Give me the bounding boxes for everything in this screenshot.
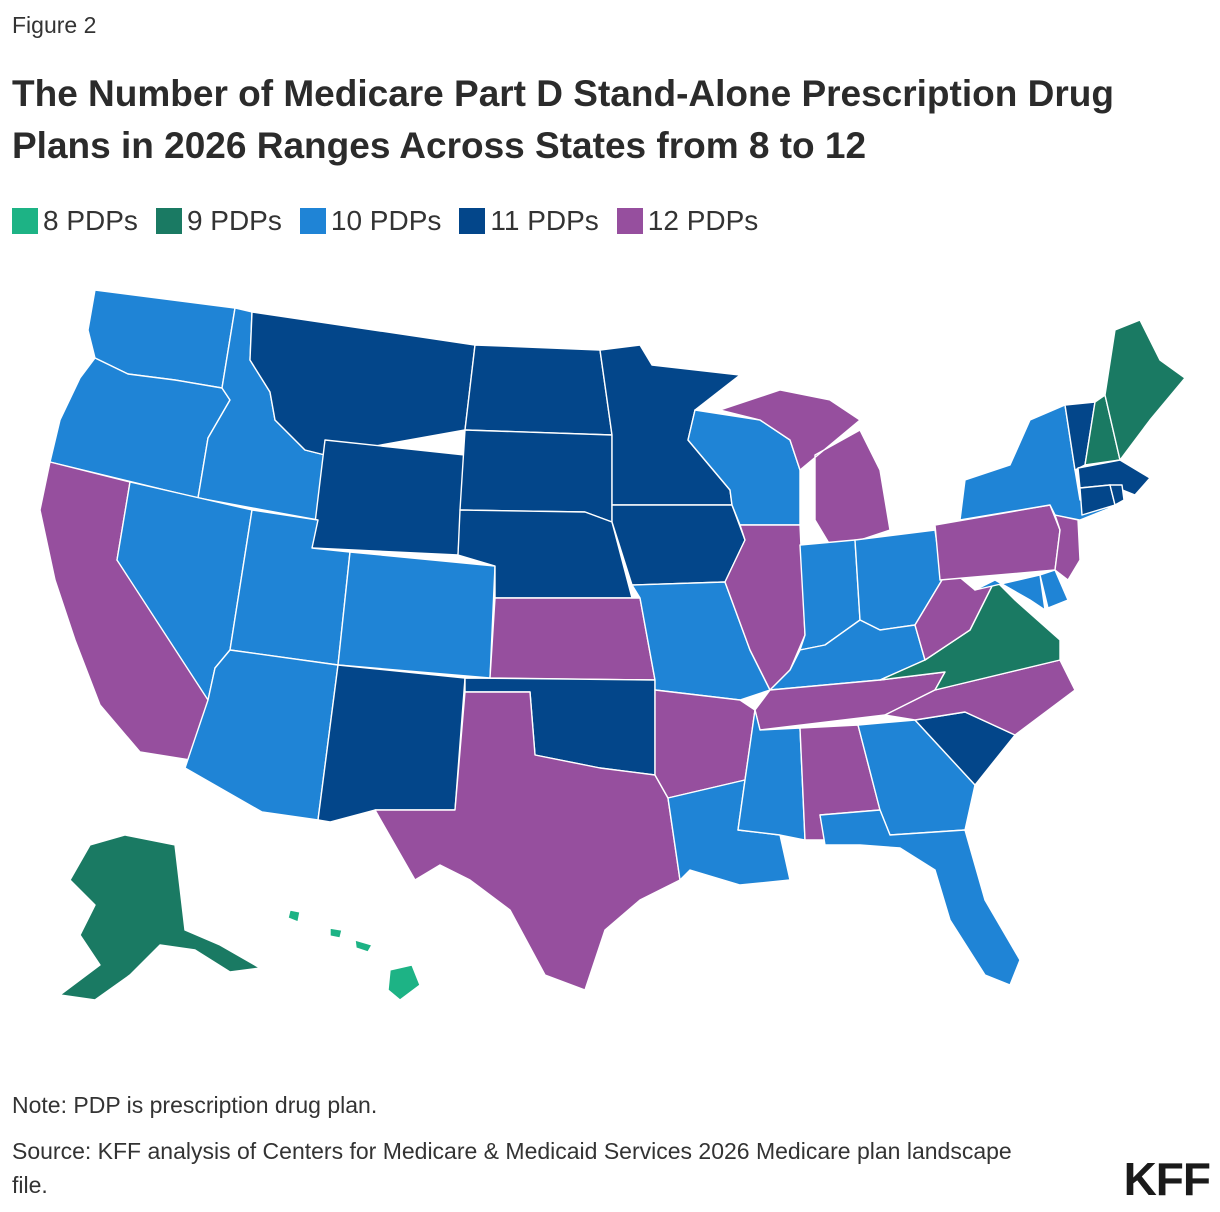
state-NJ[interactable] — [1054, 514, 1081, 581]
legend-item-12: 12 PDPs — [616, 205, 759, 237]
legend-label-9: 9 PDPs — [186, 205, 282, 236]
state-IA[interactable] — [611, 504, 746, 586]
legend: 8 PDPs 9 PDPs 10 PDPs 11 PDPs 12 PDPs — [12, 205, 758, 237]
state-FL[interactable] — [819, 809, 1021, 986]
legend-label-10: 10 PDPs — [330, 205, 442, 236]
state-DE[interactable] — [1039, 569, 1069, 609]
figure-label: Figure 2 — [12, 12, 97, 38]
state-MD[interactable] — [974, 574, 1046, 611]
state-TX[interactable] — [374, 691, 681, 991]
legend-swatch-11 — [459, 208, 486, 234]
legend-swatch-8 — [12, 208, 38, 234]
state-HI[interactable] — [287, 909, 421, 1001]
state-PA[interactable] — [934, 504, 1061, 581]
state-MI[interactable] — [719, 389, 891, 546]
state-CT[interactable] — [1079, 484, 1116, 516]
state-CO[interactable] — [337, 551, 496, 679]
state-RI[interactable] — [1109, 484, 1125, 506]
legend-item-9: 9 PDPs — [155, 205, 282, 237]
legend-item-11: 11 PDPs — [459, 205, 599, 237]
state-WY[interactable] — [311, 439, 466, 556]
state-ME[interactable] — [1104, 319, 1186, 461]
state-KS[interactable] — [489, 597, 656, 681]
legend-swatch-12 — [616, 208, 643, 234]
legend-swatch-9 — [155, 208, 182, 234]
legend-label-8: 8 PDPs — [43, 205, 138, 236]
state-NM[interactable] — [317, 664, 466, 823]
state-WI[interactable] — [687, 409, 801, 526]
source-text: Source: KFF analysis of Centers for Medi… — [12, 1138, 1012, 1198]
state-ND[interactable] — [464, 344, 613, 436]
note-text: Note: PDP is prescription drug plan. — [12, 1092, 378, 1118]
legend-swatch-10 — [299, 208, 326, 234]
us-state-map — [39, 289, 1186, 1001]
kff-logo: KFF — [1123, 1153, 1211, 1205]
state-AK[interactable] — [59, 834, 261, 1001]
legend-label-12: 12 PDPs — [647, 205, 759, 236]
chart-title: The Number of Medicare Part D Stand-Alon… — [12, 73, 1114, 166]
state-SD[interactable] — [459, 429, 613, 523]
legend-item-8: 8 PDPs — [12, 205, 138, 237]
legend-label-11: 11 PDPs — [490, 205, 599, 236]
legend-item-10: 10 PDPs — [299, 205, 442, 237]
